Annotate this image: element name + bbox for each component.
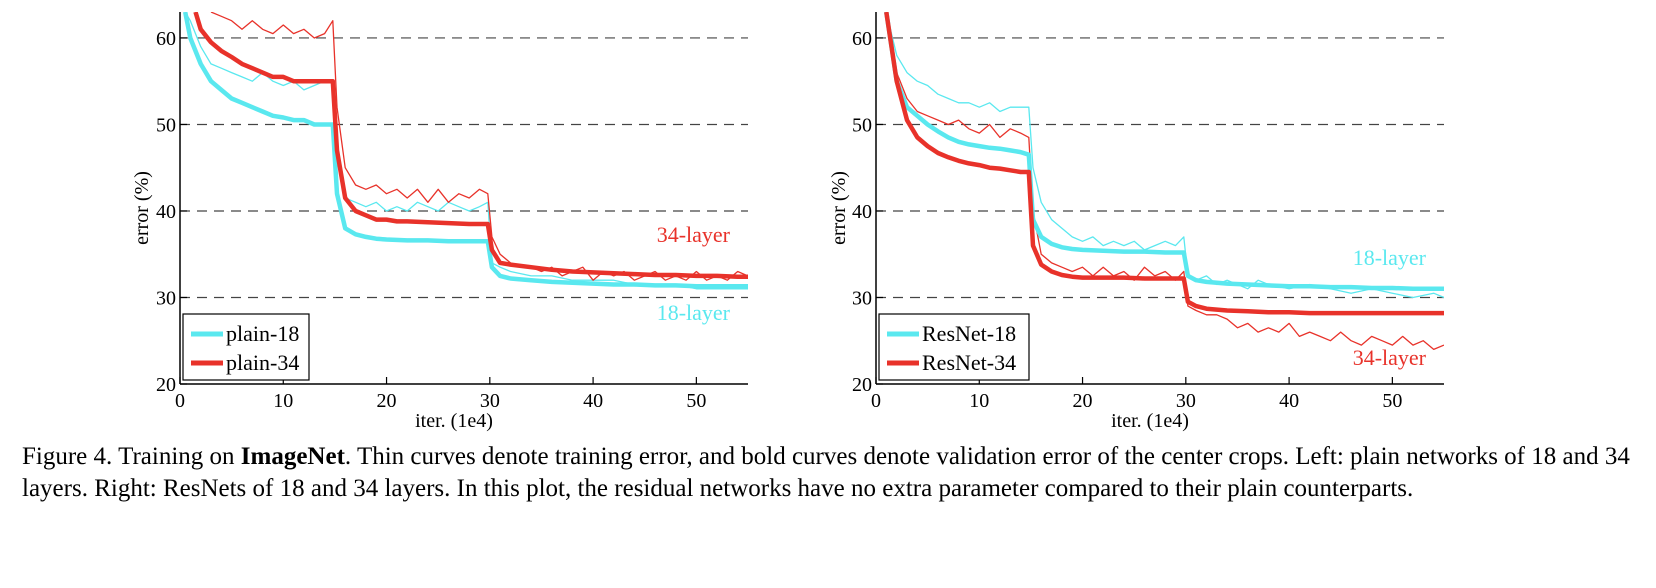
caption-prefix: Figure 4. Training on [22,443,241,470]
series-line-resnet-18-train [885,12,1444,299]
chart-panel-1: 0 10 20 30 40 50 20 30 40 50 60 iter. (1e4) error (%… [131,12,748,432]
annotation-34-layer: 34-layer [657,222,731,247]
y-tick-label-30: 30 [156,287,176,309]
y-tick-label-20: 20 [852,374,872,396]
x-tick-label-30: 30 [480,390,500,412]
caption-text: . Thin curves denote training error, and… [22,443,1630,502]
series-line-resnet-34-train [885,12,1444,351]
figure: 0 10 20 30 40 50 20 30 40 50 60 iter. (1e4) error (%… [131,12,1444,432]
y-tick-label-40: 40 [852,201,872,223]
x-axis-label: iter. (1e4) [1111,410,1189,432]
series-line-plain-34-train [210,12,748,281]
x-tick-label-50: 50 [1382,390,1402,412]
legend-label-resnet-18: ResNet-18 [922,321,1016,346]
annotation-18-layer: 18-layer [657,300,731,325]
annotation-34-layer: 34-layer [1353,345,1427,370]
x-tick-label-10: 10 [969,390,989,412]
legend-box [878,313,1030,381]
series-line-resnet-18-val [884,12,1444,292]
series-line-plain-18-train [184,12,748,290]
series-line-resnet-34-val [884,12,1444,316]
y-tick-label-50: 50 [156,114,176,136]
y-tick-label-60: 60 [156,28,176,50]
legend-label-plain-18: plain-18 [226,321,299,346]
annotation-18-layer: 18-layer [1353,245,1427,270]
x-tick-label-50: 50 [686,390,706,412]
x-tick-label-40: 40 [583,390,603,412]
x-tick-label-0: 0 [871,390,881,412]
x-axis-label: iter. (1e4) [415,410,493,432]
y-tick-label-20: 20 [156,374,176,396]
series-line-plain-34-val [193,12,748,279]
y-tick-label-40: 40 [156,201,176,223]
legend-label-plain-34: plain-34 [226,350,299,375]
y-axis-label: error (%) [131,171,153,245]
y-tick-label-30: 30 [852,287,872,309]
y-tick-label-60: 60 [852,28,872,50]
x-tick-label-20: 20 [377,390,397,412]
figure-caption: Figure 4. Training on ImageNet. Thin cur… [22,441,1642,505]
legend-box [182,313,310,381]
caption-bold-term: ImageNet [240,443,345,470]
x-tick-label-10: 10 [273,390,293,412]
y-axis-label: error (%) [828,171,850,245]
x-tick-label-0: 0 [175,390,185,412]
x-tick-label-40: 40 [1279,390,1299,412]
x-tick-label-20: 20 [1073,390,1093,412]
series-line-plain-18-val [182,12,748,289]
chart-panel-2: 0 10 20 30 40 50 20 30 40 50 60 iter. (1e4) error (%… [828,12,1444,432]
x-tick-label-30: 30 [1176,390,1196,412]
y-tick-label-50: 50 [852,114,872,136]
legend-label-resnet-34: ResNet-34 [922,350,1016,375]
